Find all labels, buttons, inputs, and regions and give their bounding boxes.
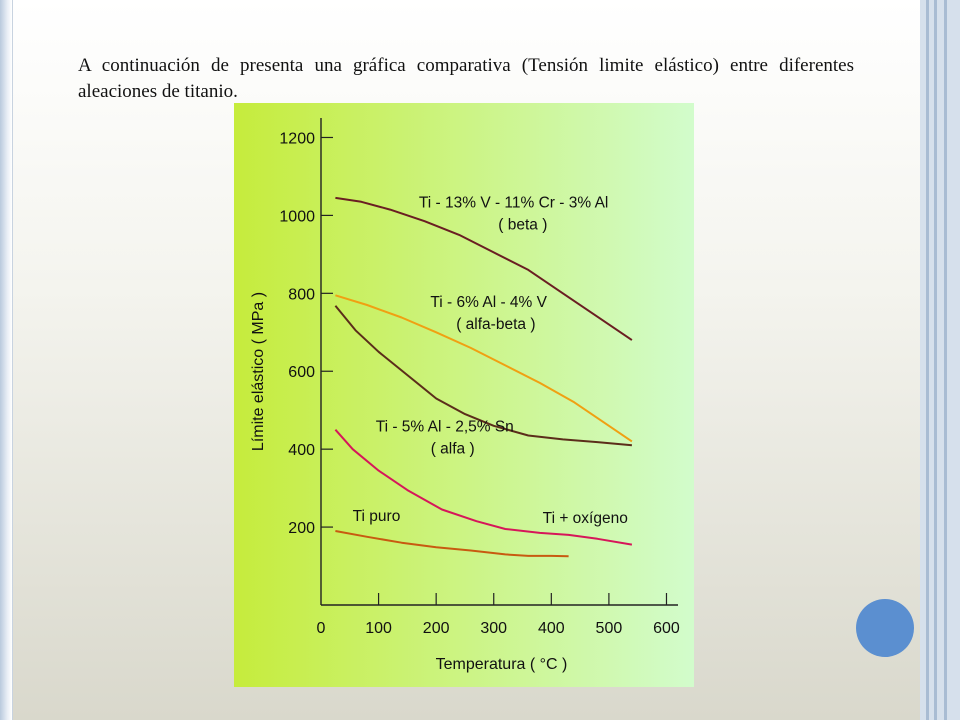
chart-svg: 200 400 600 800 1000 1200 0 100 200 300 400 500 600 T… — [234, 103, 694, 687]
x-tick-label: 0 — [317, 620, 326, 637]
series-sublabel-1: ( beta ) — [498, 217, 547, 234]
series-sublabel-3: ( alfa ) — [431, 441, 475, 458]
chart-background — [234, 103, 694, 687]
x-tick-label: 500 — [596, 620, 623, 637]
y-tick-label: 800 — [288, 286, 315, 303]
x-tick-label: 300 — [480, 620, 507, 637]
series-label-2: Ti - 6% Al - 4% V — [430, 294, 547, 311]
slide-decor-circle — [856, 599, 914, 657]
series-label-1: Ti - 13% V - 11% Cr - 3% Al — [419, 195, 609, 212]
series-line-4 — [334, 429, 633, 546]
x-tick-label: 600 — [653, 620, 680, 637]
series-label-5: Ti puro — [353, 508, 401, 525]
series-line-3 — [334, 305, 632, 447]
series-label-4: Ti + oxígeno — [543, 510, 628, 527]
y-tick-label: 1200 — [279, 130, 315, 147]
series-sublabel-2: ( alfa-beta ) — [456, 316, 535, 333]
yield-strength-chart: 200 400 600 800 1000 1200 0 100 200 300 400 500 600 T… — [234, 103, 694, 687]
x-tick-label: 400 — [538, 620, 565, 637]
x-tick-label: 200 — [423, 620, 450, 637]
series-line-1 — [335, 196, 633, 341]
x-axis-label: Temperatura ( °C ) — [436, 656, 568, 673]
left-decor-rail — [0, 0, 13, 720]
y-tick-label: 600 — [288, 364, 315, 381]
y-axis-label: Límite elástico ( MPa ) — [250, 292, 267, 451]
right-decor-rail — [920, 0, 960, 720]
x-tick-label: 100 — [365, 620, 392, 637]
series-line-2 — [335, 294, 633, 443]
y-tick-label: 200 — [288, 520, 315, 537]
series-label-3: Ti - 5% Al - 2,5% Sn — [376, 419, 514, 436]
y-tick-label: 1000 — [279, 208, 315, 225]
intro-text: A continuación de presenta una gráfica c… — [78, 55, 854, 102]
y-tick-label: 400 — [288, 442, 315, 459]
series-line-5 — [335, 530, 569, 558]
